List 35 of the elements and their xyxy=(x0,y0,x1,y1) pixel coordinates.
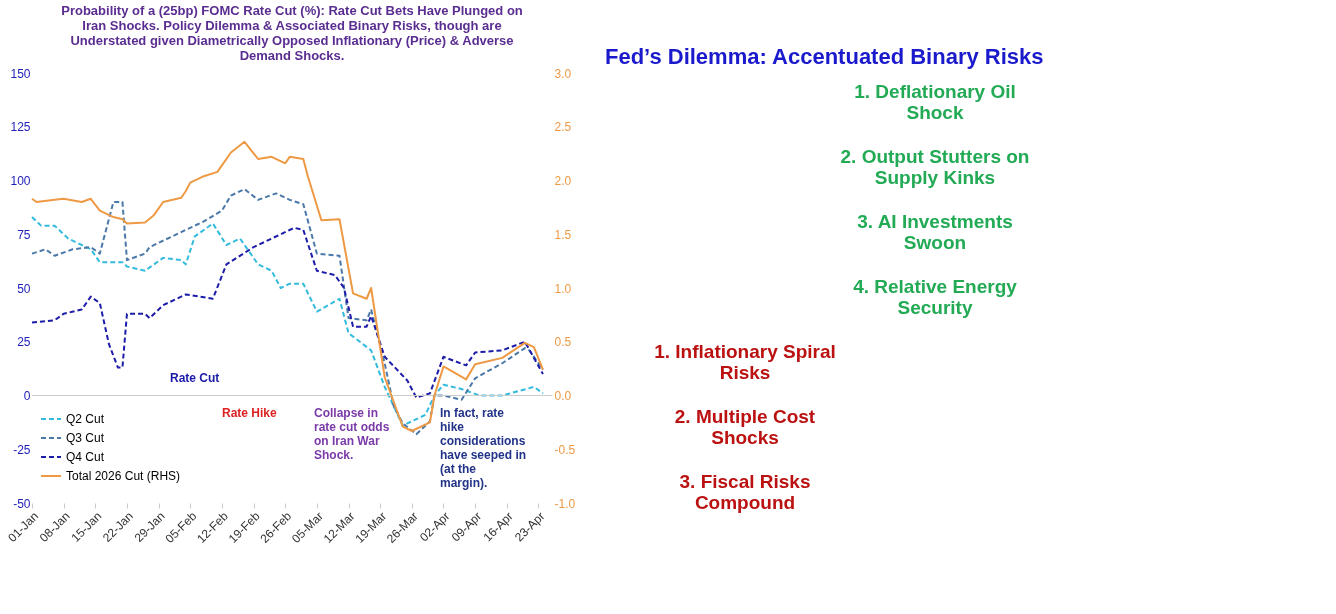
y-tick-label: -25 xyxy=(13,442,31,457)
annotation: Rate Hike xyxy=(222,406,278,420)
legend-label: Q4 Cut xyxy=(66,450,105,464)
y2-tick-label: 0.5 xyxy=(554,335,572,350)
text: 1. Deflationary Oil Shock xyxy=(854,81,1016,123)
text: 3. AI Investments Swoon xyxy=(857,211,1013,253)
y2-tick-label: -0.5 xyxy=(554,442,576,457)
text: 3. Fiscal Risks Compound xyxy=(679,471,811,513)
chart-title: Probability of a (25bp) FOMC Rate Cut (%): Rate Cut Bets Have Plunged on Iran Shocks. Policy Dilemma & Associated Binary Risks, though are Understated given Diametrically Opposed Inflationary (Price) & Adverse Demand Shocks. xyxy=(61,3,523,63)
text: 4. Relative Energy Security xyxy=(853,276,1018,318)
y-tick-label: 150 xyxy=(10,66,31,81)
text: Fed’s Dilemma: Accentuated Binary Risks xyxy=(605,44,1044,69)
legend-label: Total 2026 Cut (RHS) xyxy=(66,469,181,483)
y2-tick-label: 3.0 xyxy=(554,66,572,81)
y-tick-label: -50 xyxy=(13,496,31,511)
legend-label: Q2 Cut xyxy=(66,412,105,426)
y2-tick-label: 1.5 xyxy=(554,227,572,242)
y2-tick-label: 0.0 xyxy=(554,389,572,403)
annotation: Rate Cut xyxy=(170,371,220,385)
text: 1. Inflationary Spiral Risks xyxy=(654,341,836,383)
annotation: In fact, rate hike considerations have seeped in (at the margin). xyxy=(440,406,527,490)
y-tick-label: 125 xyxy=(10,120,31,135)
y-tick-label: 100 xyxy=(10,174,31,188)
y-tick-label: 0 xyxy=(23,389,31,403)
y2-tick-label: -1.0 xyxy=(554,496,576,511)
y-tick-label: 25 xyxy=(17,335,31,350)
text: 2. Output Stutters on Supply Kinks xyxy=(840,146,1030,188)
y-tick-label: 50 xyxy=(17,281,31,296)
y2-tick-label: 1.0 xyxy=(554,281,572,296)
y-tick-label: 75 xyxy=(17,227,31,242)
text: 2. Multiple Cost Shocks xyxy=(674,406,816,448)
legend-label: Q3 Cut xyxy=(66,431,105,445)
y2-tick-label: 2.5 xyxy=(554,120,572,135)
y2-tick-label: 2.0 xyxy=(554,174,572,188)
annotation: Collapse in rate cut odds on Iran War Shock. xyxy=(314,406,390,462)
